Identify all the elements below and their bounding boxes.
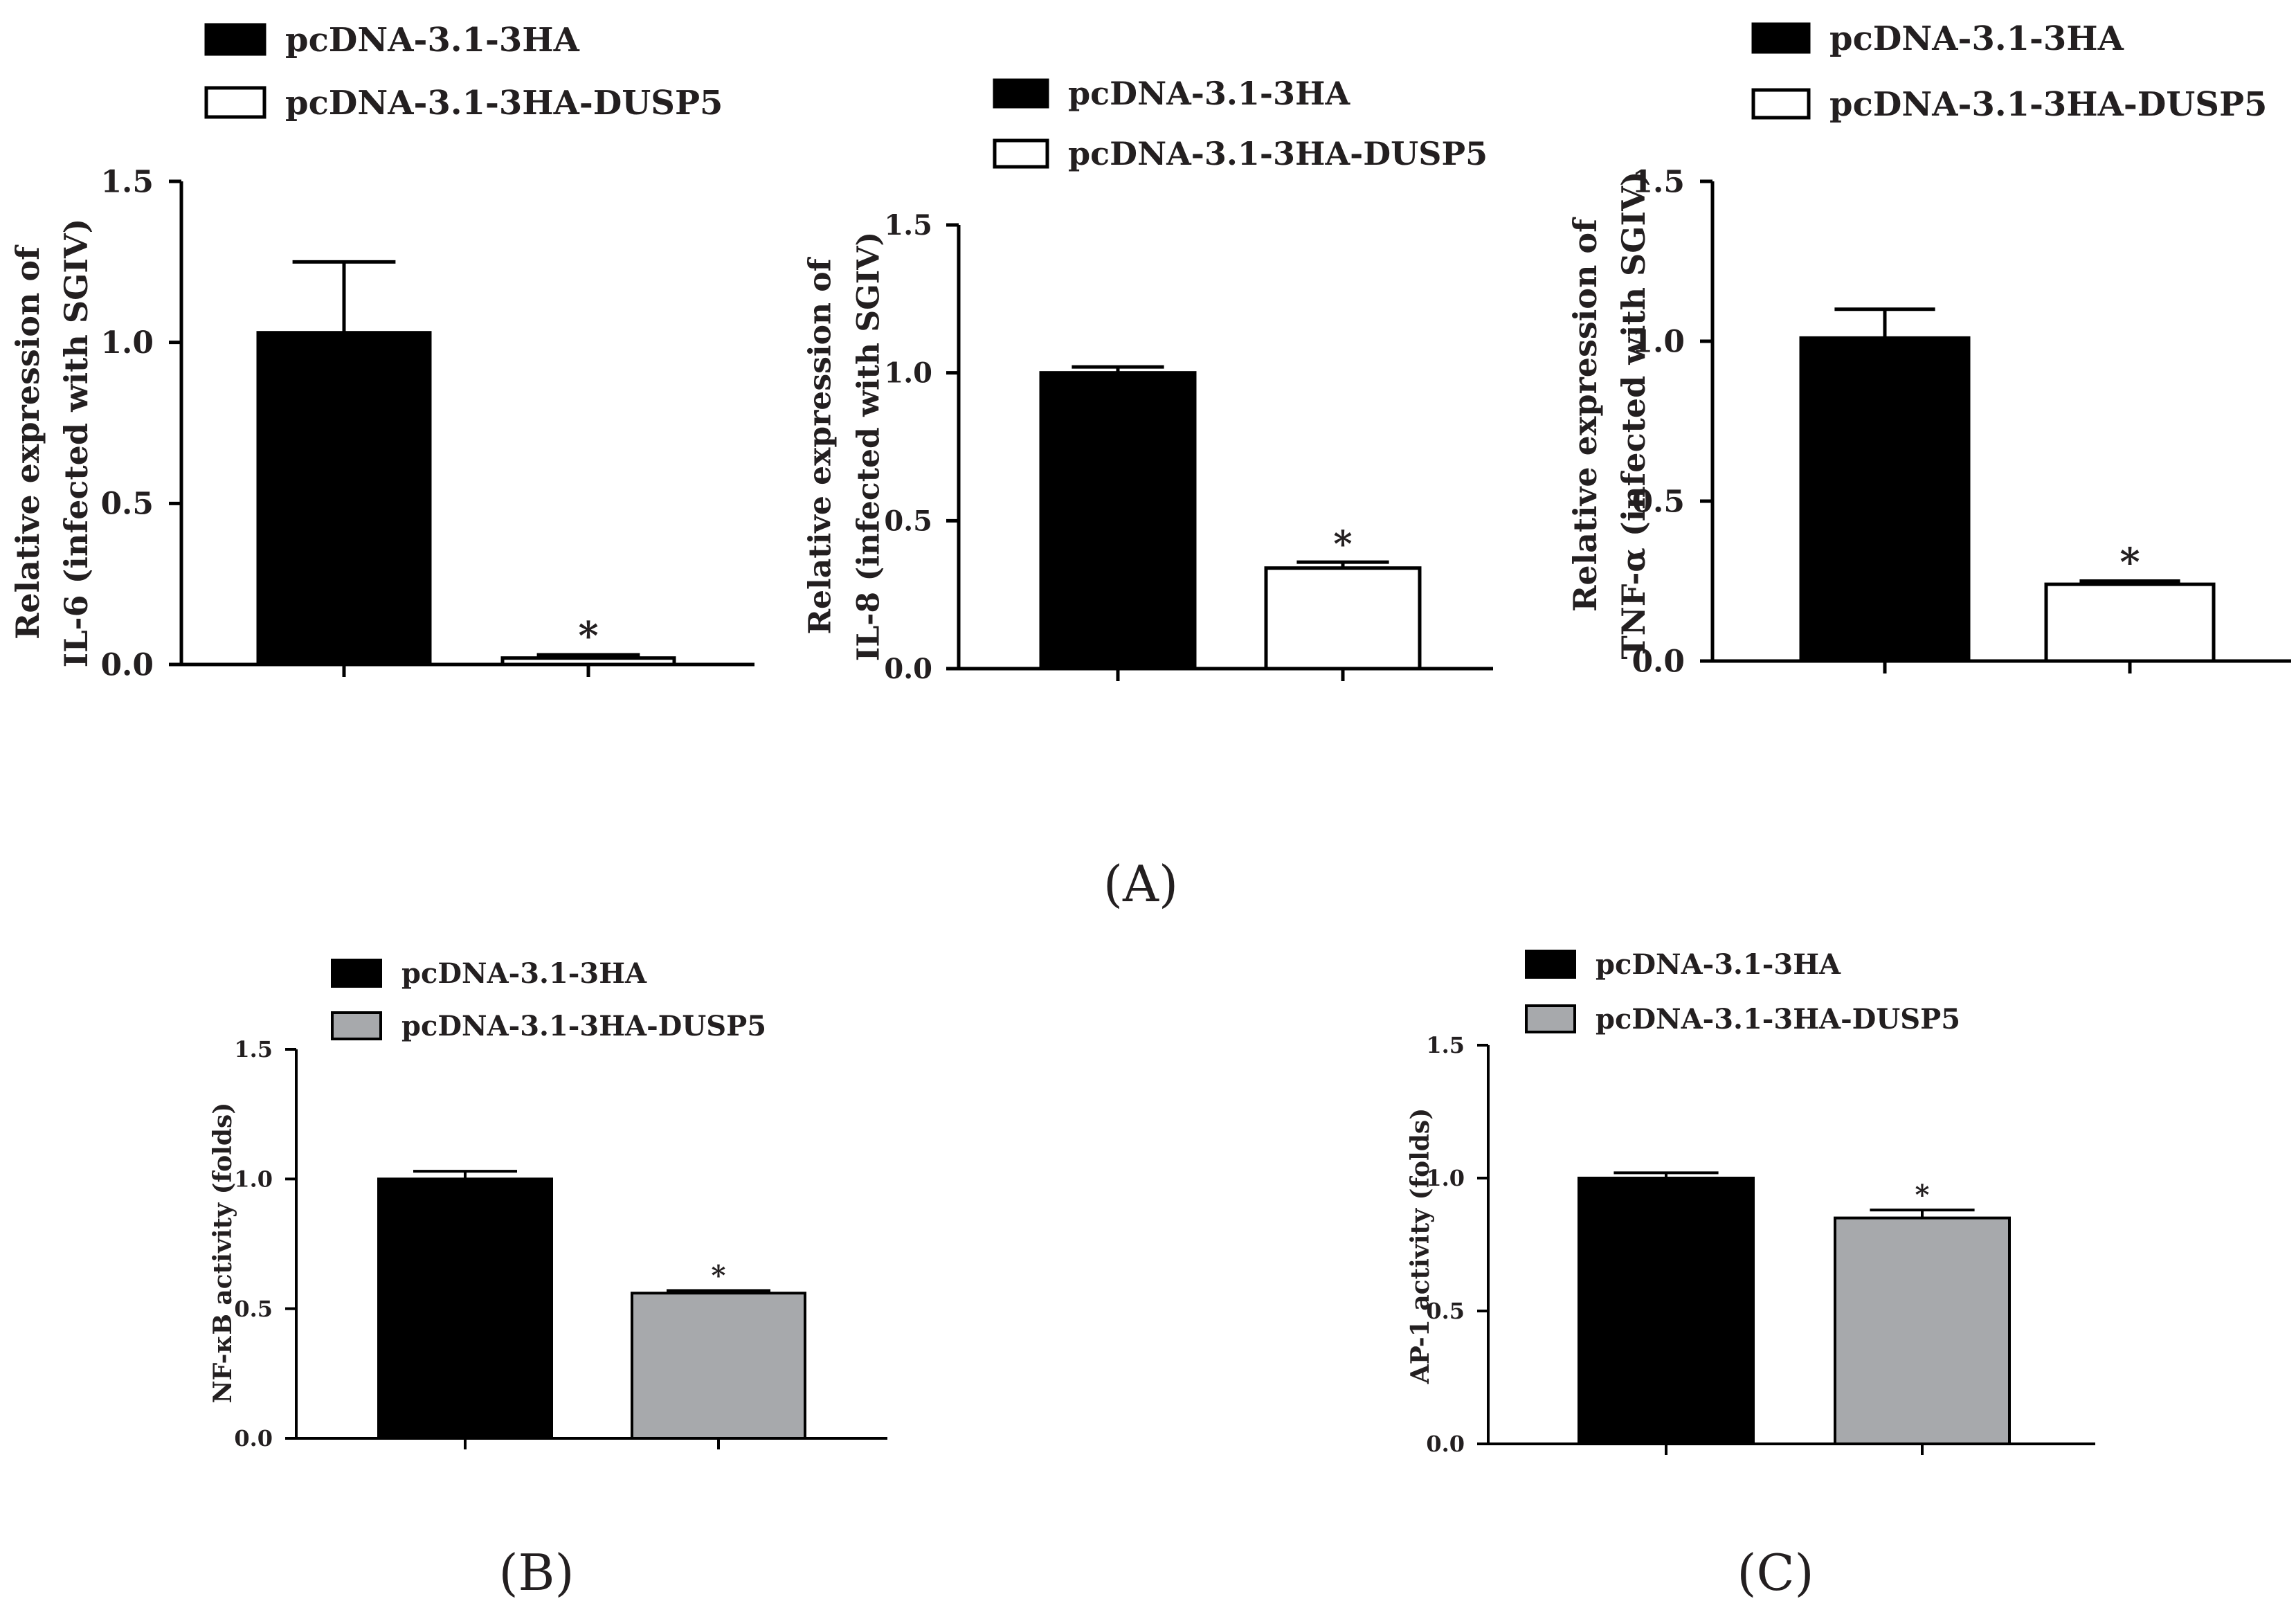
- legend-swatch: [993, 138, 1049, 169]
- y-axis-label: Relative expression of: [803, 256, 838, 634]
- significance-marker: *: [578, 613, 598, 659]
- legend-swatch: [331, 1011, 382, 1040]
- y-tick-label: 1.0: [1631, 324, 1685, 359]
- chart-4: pcDNA-3.1-3HA pcDNA-3.1-3HA-DUSP5 0.0 0.5 1.…: [208, 957, 887, 1451]
- significance-marker: *: [1915, 1179, 1930, 1211]
- y-tick-label: 1.5: [1426, 1032, 1465, 1058]
- y-tick-label: 1.5: [1631, 164, 1685, 199]
- bar: [1264, 566, 1422, 671]
- legend-swatch: [993, 78, 1049, 109]
- y-axis-label: Relative expression of: [9, 244, 46, 640]
- y-tick-label: 1.5: [100, 164, 154, 199]
- legend-label: pcDNA-3.1-3HA: [285, 21, 580, 60]
- y-tick-label: 0.5: [884, 505, 932, 537]
- legend-swatch: [331, 959, 382, 988]
- bar: [256, 331, 432, 667]
- legend-label: pcDNA-3.1-3HA: [401, 957, 647, 990]
- y-axis-label: IL-8 (infected with SGIV): [851, 232, 887, 661]
- legend-swatch: [1525, 950, 1576, 979]
- y-tick-label: 0.5: [1426, 1298, 1465, 1324]
- legend-label: pcDNA-3.1-3HA: [1829, 19, 2124, 58]
- y-tick-label: 0.5: [100, 487, 154, 522]
- y-tick-label: 1.0: [884, 357, 932, 390]
- y-axis-label: IL-6 (infected with SGIV): [57, 219, 95, 668]
- bar: [1578, 1177, 1755, 1445]
- legend-label: pcDNA-3.1-3HA-DUSP5: [401, 1010, 766, 1042]
- y-axis-label: NF-κB activity (folds): [208, 1103, 237, 1404]
- chart-3: pcDNA-3.1-3HA pcDNA-3.1-3HA-DUSP5 0.0 0.5 1.…: [1566, 19, 2291, 679]
- chart-2: pcDNA-3.1-3HA pcDNA-3.1-3HA-DUSP5 0.0 0.5 1.…: [803, 75, 1493, 685]
- significance-marker: *: [1333, 523, 1352, 566]
- bar: [1834, 1216, 2011, 1445]
- chart-1: pcDNA-3.1-3HA pcDNA-3.1-3HA-DUSP5 0.0 0.5 1.…: [9, 21, 754, 682]
- bar: [2044, 582, 2216, 663]
- y-tick-label: 0.5: [1631, 484, 1685, 519]
- legend-label: pcDNA-3.1-3HA-DUSP5: [1068, 135, 1488, 172]
- legend-label: pcDNA-3.1-3HA: [1068, 75, 1350, 112]
- charts-root: pcDNA-3.1-3HA pcDNA-3.1-3HA-DUSP5 0.0 0.5 1.…: [9, 19, 2291, 1457]
- panel-label-c: (C): [1737, 1544, 1814, 1602]
- bar: [631, 1292, 806, 1440]
- bar: [500, 656, 676, 667]
- y-tick-label: 1.0: [1426, 1165, 1465, 1191]
- y-axis-label: TNF-α (infected with SGIV): [1615, 171, 1652, 659]
- significance-marker: *: [2119, 540, 2140, 586]
- y-tick-label: 1.0: [234, 1166, 273, 1193]
- bar: [1039, 371, 1197, 671]
- legend-label: pcDNA-3.1-3HA: [1596, 948, 1841, 981]
- bar: [1799, 336, 1971, 663]
- y-tick-label: 1.5: [234, 1036, 273, 1062]
- panel-label-a: (A): [1103, 855, 1178, 913]
- y-tick-label: 0.0: [234, 1425, 273, 1451]
- y-tick-label: 1.0: [100, 325, 154, 361]
- legend-swatch: [1751, 22, 1811, 54]
- legend-label: pcDNA-3.1-3HA-DUSP5: [1829, 85, 2267, 124]
- panel-label-b: (B): [498, 1544, 574, 1602]
- legend-label: pcDNA-3.1-3HA-DUSP5: [1596, 1003, 1960, 1035]
- y-tick-label: 0.5: [234, 1296, 273, 1322]
- legend-swatch: [204, 23, 266, 56]
- y-axis-label: AP-1 activity (folds): [1406, 1108, 1435, 1384]
- y-tick-label: 0.0: [1426, 1431, 1465, 1457]
- y-tick-label: 0.0: [100, 647, 154, 682]
- y-tick-label: 0.0: [884, 653, 932, 685]
- legend-swatch: [1751, 88, 1811, 120]
- chart-5: pcDNA-3.1-3HA pcDNA-3.1-3HA-DUSP5 0.0 0.5 1.…: [1406, 948, 2095, 1457]
- y-tick-label: 1.5: [884, 209, 932, 242]
- significance-marker: *: [712, 1259, 726, 1292]
- legend-swatch: [1525, 1004, 1576, 1033]
- bar: [377, 1177, 553, 1440]
- legend-label: pcDNA-3.1-3HA-DUSP5: [285, 84, 723, 123]
- legend-swatch: [204, 86, 266, 119]
- y-tick-label: 0.0: [1631, 644, 1685, 679]
- y-axis-label: Relative expression of: [1566, 217, 1604, 612]
